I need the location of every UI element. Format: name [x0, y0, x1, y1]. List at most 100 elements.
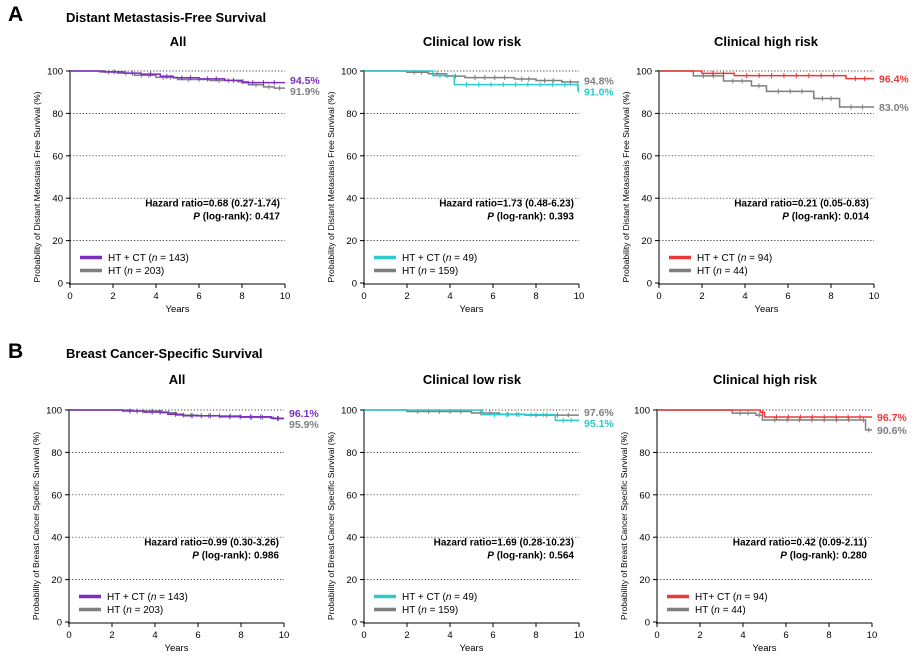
y-tick-label: 40 [346, 194, 357, 205]
y-tick-label: 40 [641, 194, 652, 205]
survival-curve-ht-ct [659, 70, 874, 80]
x-tick-label: 8 [826, 630, 831, 641]
y-tick-label: 80 [52, 109, 63, 120]
x-tick-label: 10 [280, 291, 291, 302]
x-tick-label: 0 [656, 291, 661, 302]
end-label: 90.6% [877, 425, 907, 437]
x-tick-label: 6 [783, 630, 788, 641]
chart-panel-5: Clinical low risk 0 20 40 60 80 100 0 2 4 6 8 10 Year… [326, 372, 614, 654]
y-axis-label: Probability of Distant Metastasis Free S… [326, 91, 336, 282]
x-axis-label: Years [166, 304, 190, 315]
y-axis-label: Probability of Breast Cancer Specific Su… [619, 432, 629, 620]
end-label: 95.9% [289, 419, 319, 431]
legend-entry: HT + CT (n = 143) [107, 592, 188, 603]
x-tick-label: 10 [867, 630, 878, 641]
x-tick-label: 2 [110, 291, 115, 302]
chart-title: Clinical high risk [714, 34, 819, 49]
y-tick-label: 60 [346, 490, 357, 501]
hazard-ratio: Hazard ratio=0.99 (0.30-3.26) [144, 538, 279, 549]
y-tick-label: 40 [639, 533, 650, 544]
x-axis-label: Years [755, 304, 779, 315]
x-tick-label: 2 [109, 630, 114, 641]
end-label: 94.8% [584, 76, 614, 88]
survival-curve-ht-ct [69, 409, 284, 420]
y-tick-label: 60 [346, 151, 357, 162]
end-label: 91.9% [290, 86, 320, 98]
section-title-a: Distant Metastasis-Free Survival [66, 10, 267, 25]
p-value: P (log-rank): 0.280 [780, 551, 867, 562]
x-tick-label: 4 [447, 630, 452, 641]
legend-entry: HT (n = 159) [402, 266, 458, 277]
hazard-ratio: Hazard ratio=1.69 (0.28-10.23) [434, 538, 574, 549]
chart-panel-3: Clinical high risk 0 20 40 60 80 100 0 2 4 6 8 10 Yea… [621, 34, 909, 315]
x-tick-label: 4 [152, 630, 157, 641]
y-tick-label: 40 [346, 533, 357, 544]
x-tick-label: 8 [533, 291, 538, 302]
x-axis-label: Years [460, 643, 484, 654]
chart-title: All [169, 372, 186, 387]
y-tick-label: 20 [52, 236, 63, 247]
y-axis-label: Probability of Distant Metastasis Free S… [621, 91, 631, 282]
y-tick-label: 80 [641, 109, 652, 120]
y-tick-label: 20 [641, 236, 652, 247]
p-value: P (log-rank): 0.564 [487, 551, 574, 562]
x-tick-label: 6 [195, 630, 200, 641]
x-tick-label: 6 [785, 291, 790, 302]
chart-panel-1: All 0 20 40 60 80 100 0 2 4 6 8 10 Years Probability o… [32, 34, 320, 315]
y-tick-label: 20 [346, 575, 357, 586]
x-tick-label: 8 [828, 291, 833, 302]
y-tick-label: 40 [52, 194, 63, 205]
y-tick-label: 0 [57, 618, 62, 629]
legend-entry: HT + CT (n = 49) [402, 253, 477, 264]
y-tick-label: 100 [341, 406, 357, 417]
y-tick-label: 100 [341, 67, 357, 78]
y-tick-label: 60 [51, 490, 62, 501]
end-label: 91.0% [584, 87, 614, 99]
y-axis-label: Probability of Breast Cancer Specific Su… [31, 432, 41, 620]
x-tick-label: 4 [742, 291, 747, 302]
chart-title: Clinical high risk [713, 372, 818, 387]
legend-entry: HT (n = 203) [107, 605, 163, 616]
p-value: P (log-rank): 0.417 [193, 212, 280, 223]
y-tick-label: 80 [346, 448, 357, 459]
survival-curve-ht [70, 70, 285, 89]
x-tick-label: 4 [740, 630, 745, 641]
x-tick-label: 6 [196, 291, 201, 302]
hazard-ratio: Hazard ratio=0.42 (0.09-2.11) [733, 538, 867, 549]
legend-entry: HT (n = 159) [402, 605, 458, 616]
x-tick-label: 8 [238, 630, 243, 641]
y-tick-label: 100 [636, 67, 652, 78]
x-tick-label: 0 [66, 630, 71, 641]
y-tick-label: 20 [346, 236, 357, 247]
x-tick-label: 2 [697, 630, 702, 641]
y-tick-label: 100 [634, 406, 650, 417]
chart-panel-6: Clinical high risk 0 20 40 60 80 100 0 2 4 6 8 10 Yea… [619, 372, 907, 654]
y-axis-label: Probability of Distant Metastasis Free S… [32, 91, 42, 282]
x-tick-label: 8 [239, 291, 244, 302]
x-tick-label: 0 [361, 630, 366, 641]
x-tick-label: 0 [67, 291, 72, 302]
y-tick-label: 60 [639, 490, 650, 501]
x-axis-label: Years [753, 643, 777, 654]
end-label: 97.6% [584, 407, 614, 419]
y-tick-label: 0 [58, 279, 63, 290]
x-axis-label: Years [165, 643, 189, 654]
legend-entry: HT + CT (n = 49) [402, 592, 477, 603]
survival-curve-ht-ct [364, 70, 579, 91]
x-tick-label: 8 [533, 630, 538, 641]
x-tick-label: 4 [153, 291, 158, 302]
x-tick-label: 10 [869, 291, 880, 302]
x-tick-label: 2 [404, 630, 409, 641]
survival-curve-ht [657, 409, 872, 431]
end-label: 83.0% [879, 102, 909, 114]
y-tick-label: 80 [639, 448, 650, 459]
y-tick-label: 0 [352, 618, 357, 629]
p-value: P (log-rank): 0.986 [192, 551, 279, 562]
end-label: 95.1% [584, 418, 614, 430]
section-title-b: Breast Cancer-Specific Survival [66, 346, 263, 361]
legend-entry: HT + CT (n = 94) [697, 253, 772, 264]
end-label: 96.7% [877, 412, 907, 424]
chart-panel-2: Clinical low risk 0 20 40 60 80 100 0 2 4 6 8 10 Year… [326, 34, 614, 315]
survival-curve-ht [364, 70, 579, 83]
chart-panel-4: All 0 20 40 60 80 100 0 2 4 6 8 10 Years Probability o… [31, 372, 319, 654]
